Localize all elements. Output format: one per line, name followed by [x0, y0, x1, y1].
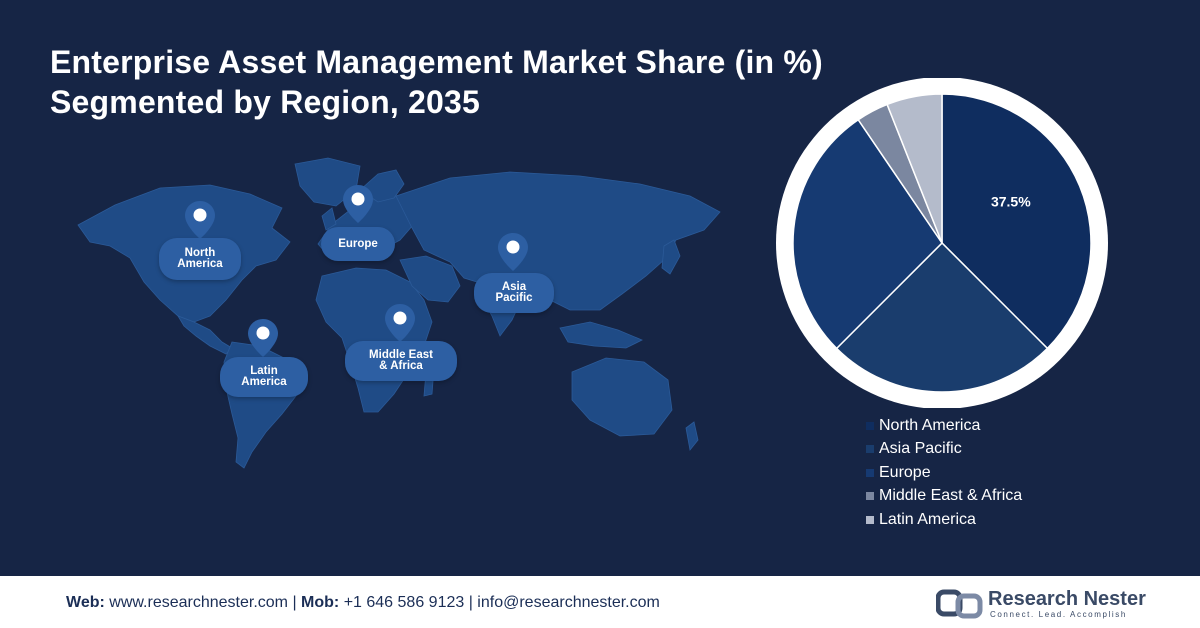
web-value: www.researchnester.com | [104, 594, 302, 611]
legend-item: Europe [866, 461, 1022, 485]
logo-name: Research Nester [988, 588, 1146, 610]
region-label-line: America [241, 376, 287, 388]
location-pin-icon [185, 201, 215, 239]
research-nester-logo: Research Nester Connect. Lead. Accomplis… [936, 586, 1146, 622]
legend-item: North America [866, 414, 1022, 438]
legend-swatch [866, 492, 874, 501]
legend-item: Asia Pacific [866, 438, 1022, 462]
region-label-asia-pacific: Asia Pacific [474, 273, 554, 313]
chart-title: Enterprise Asset Management Market Share… [50, 42, 823, 122]
pie-slice-europe [792, 118, 943, 350]
pie-slice-latin-america [886, 93, 943, 244]
legend-label: North America [879, 416, 981, 434]
region-label-line: Latin [250, 365, 278, 377]
pie-data-label: 37.5% [991, 193, 1031, 209]
location-pin-icon [248, 319, 278, 357]
logo-mark-icon [936, 589, 983, 619]
legend-item: Latin America [866, 508, 1022, 532]
logo-tagline: Connect. Lead. Accomplish [990, 610, 1127, 619]
region-label-north-america: North America [159, 238, 241, 280]
region-label-line: Asia [501, 281, 527, 293]
legend-label: Latin America [879, 510, 976, 528]
legend-swatch [866, 421, 874, 430]
web-label: Web: [66, 594, 105, 611]
region-label-line: Europe [338, 237, 378, 250]
region-label-line: North [184, 247, 216, 259]
region-label-latin-america: Latin America [220, 357, 308, 397]
title-line-2: Segmented by Region, 2035 [50, 84, 481, 120]
region-label-europe: Europe [321, 227, 395, 261]
pie-slice-north-america [941, 93, 1092, 350]
legend-item: Middle East & Africa [866, 485, 1022, 509]
legend-label: Middle East & Africa [879, 487, 1023, 505]
legend-swatch [866, 445, 874, 454]
pie-chart: 37.5% [776, 78, 1108, 408]
location-pin-icon [385, 304, 415, 342]
legend-label: Asia Pacific [879, 440, 962, 458]
chart-legend: North America Asia Pacific Europe Middle Ea… [866, 414, 1022, 532]
pie-slice-asia-pacific [835, 241, 1049, 393]
contact-info: Web: www.researchnester.com | Mob: +1 64… [66, 594, 660, 612]
region-label-line: Pacific [495, 292, 533, 304]
title-line-1: Enterprise Asset Management Market Share… [50, 44, 823, 80]
mob-value: +1 646 586 9123 | info@researchnester.co… [339, 594, 660, 611]
region-label-line: & Africa [379, 360, 423, 372]
region-label-line: Middle East [369, 349, 433, 361]
legend-swatch [866, 468, 874, 477]
location-pin-icon [343, 185, 373, 223]
footer: Web: www.researchnester.com | Mob: +1 64… [0, 576, 1200, 628]
legend-label: Europe [879, 463, 931, 481]
infographic-banner: Enterprise Asset Management Market Share… [0, 0, 1200, 576]
mob-label: Mob: [301, 594, 340, 611]
location-pin-icon [498, 233, 528, 271]
legend-swatch [866, 515, 874, 524]
region-label-line: America [177, 258, 223, 270]
region-label-middle-east-africa: Middle East & Africa [345, 341, 457, 381]
